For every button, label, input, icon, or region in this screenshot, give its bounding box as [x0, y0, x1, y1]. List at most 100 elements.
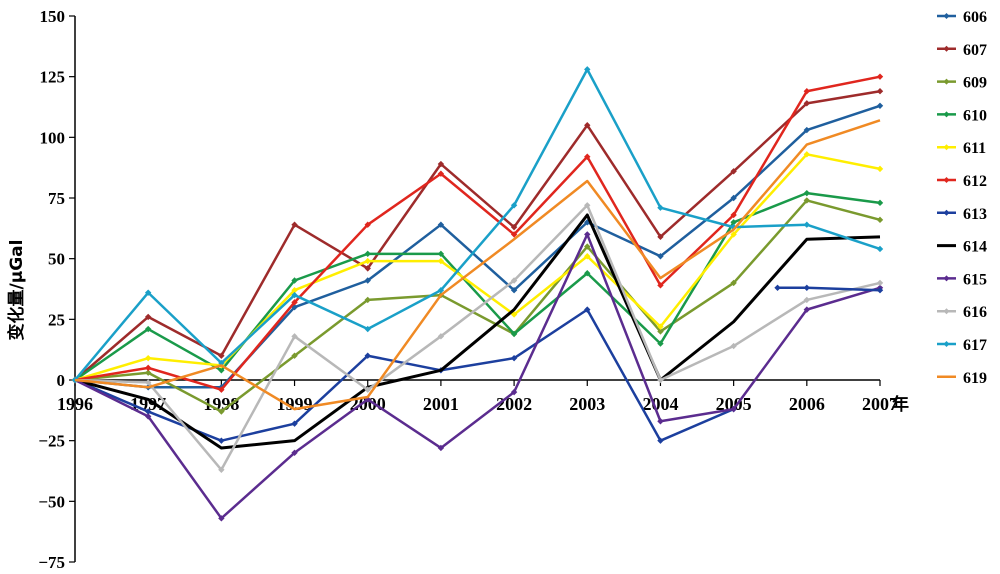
data-point — [730, 279, 737, 287]
series-line — [74, 119, 881, 411]
data-point — [876, 88, 884, 95]
data-point — [218, 437, 225, 444]
data-point — [803, 284, 811, 291]
data-point — [510, 388, 518, 396]
data-point — [803, 88, 811, 95]
data-point — [730, 405, 737, 413]
legend-marker — [943, 341, 950, 347]
series-group — [71, 66, 884, 522]
data-point — [291, 299, 298, 306]
data-point — [876, 165, 884, 173]
axes — [74, 16, 880, 562]
data-point — [876, 279, 884, 287]
data-point — [437, 170, 445, 177]
legend-item: 612 — [937, 173, 987, 190]
legend-marker — [943, 275, 950, 282]
data-point — [584, 306, 591, 313]
x-ticks: 1996 1997 1998 1999 2000 2001 2002 2003 2004 2005… — [57, 380, 898, 414]
legend-item: 606 — [937, 9, 987, 26]
data-point — [364, 221, 371, 228]
data-point — [364, 296, 371, 304]
data-point — [510, 202, 518, 209]
legend-item: 617 — [937, 337, 987, 354]
legend-marker — [943, 13, 950, 19]
x-tick-label: 1996 — [57, 394, 93, 414]
data-point — [803, 189, 811, 197]
data-point — [291, 352, 298, 359]
legend-marker — [943, 177, 950, 183]
data-point — [803, 151, 811, 158]
data-point — [876, 216, 884, 224]
x-tick-label: 2004 — [642, 394, 678, 414]
data-point — [584, 219, 591, 226]
series-line — [74, 199, 881, 413]
data-point — [437, 221, 445, 228]
data-point — [291, 420, 298, 427]
data-point — [803, 197, 811, 204]
x-axis-unit-label: 年 — [892, 394, 909, 414]
data-point — [730, 168, 737, 175]
data-point — [218, 386, 225, 393]
legend-marker — [943, 45, 950, 52]
data-point — [291, 287, 298, 294]
data-point — [510, 223, 518, 231]
data-point — [657, 376, 664, 384]
data-point — [584, 122, 591, 129]
data-point — [218, 515, 225, 522]
data-point — [584, 253, 591, 260]
y-axis-label: 变化量/μGal — [6, 240, 27, 341]
y-tick-label: 150 — [40, 7, 66, 26]
data-point — [876, 199, 884, 207]
y-tick-label: −50 — [38, 492, 65, 511]
data-point — [803, 100, 811, 107]
legend-marker — [943, 308, 950, 315]
data-point — [437, 257, 445, 265]
data-point — [144, 408, 152, 415]
data-point — [657, 328, 664, 335]
y-ticks: 150 125 100 75 50 25 0 −25 −50 −75 — [38, 7, 75, 572]
data-point — [584, 270, 591, 277]
data-point — [510, 330, 518, 338]
y-tick-label: 75 — [48, 189, 65, 208]
data-point — [437, 444, 445, 452]
data-point — [730, 231, 737, 238]
series-612 — [71, 73, 884, 393]
legend: 606 607 609 610 611 612 613 614 615 616 617 619 — [937, 9, 987, 387]
series-line — [74, 68, 881, 381]
legend-label: 615 — [963, 271, 987, 288]
data-point — [144, 364, 152, 372]
x-tick-label: 2005 — [716, 394, 752, 414]
x-tick-label: 2003 — [569, 394, 605, 414]
legend-label: 611 — [963, 140, 986, 157]
data-point — [291, 221, 298, 228]
data-point — [876, 73, 884, 80]
y-tick-label: −25 — [38, 432, 65, 451]
y-tick-label: 100 — [40, 128, 66, 147]
legend-item: 607 — [937, 42, 987, 59]
data-point — [730, 194, 737, 202]
data-point — [657, 282, 664, 289]
data-point — [657, 323, 664, 330]
legend-item: 613 — [937, 206, 987, 223]
data-point — [657, 418, 664, 425]
data-point — [803, 296, 811, 304]
legend-item: 619 — [937, 370, 987, 387]
data-point — [510, 277, 518, 284]
data-point — [218, 466, 225, 473]
x-tick-label: 2001 — [423, 394, 459, 414]
series-616 — [71, 202, 884, 473]
series-613-segment — [774, 284, 884, 294]
y-tick-label: −75 — [38, 553, 65, 572]
legend-label: 613 — [963, 206, 987, 223]
x-tick-label: 2006 — [789, 394, 825, 414]
data-point — [144, 413, 152, 420]
data-point — [657, 204, 664, 211]
data-point — [218, 367, 225, 374]
legend-label: 612 — [963, 173, 987, 190]
data-point — [657, 437, 664, 444]
series-619 — [74, 119, 881, 411]
data-point — [437, 250, 445, 258]
data-point — [730, 219, 737, 226]
series-line — [74, 233, 881, 520]
data-point — [510, 287, 518, 294]
